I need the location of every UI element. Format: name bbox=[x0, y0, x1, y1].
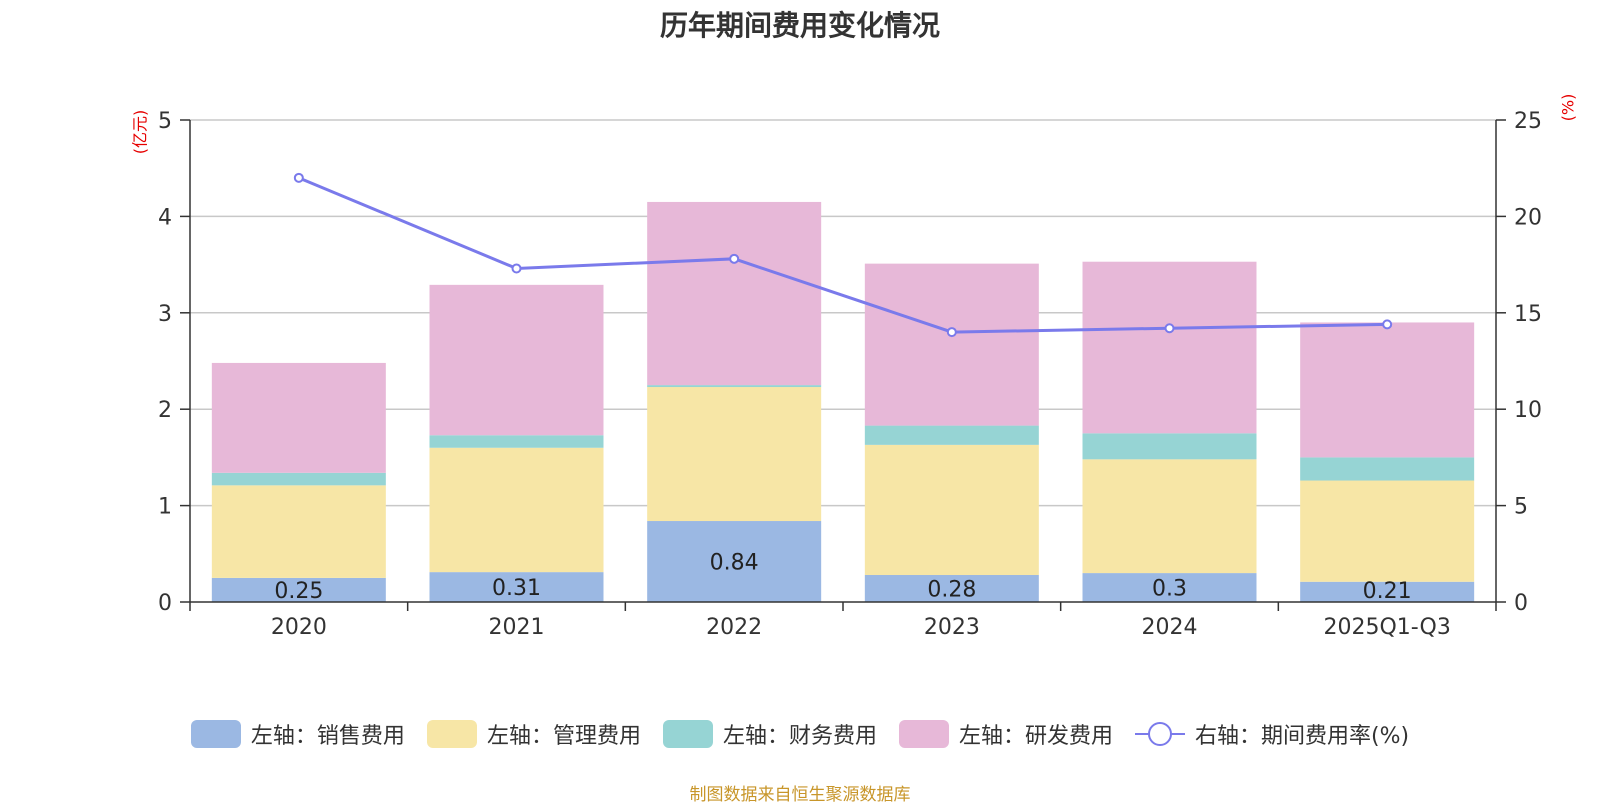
legend: 左轴：销售费用 左轴：管理费用 左轴：财务费用 左轴：研发费用 右轴：期间费用率… bbox=[0, 718, 1600, 750]
bar-segment bbox=[647, 385, 822, 388]
bar-segment bbox=[1082, 261, 1257, 434]
right-axis-unit: (%) bbox=[1558, 93, 1578, 122]
bar-segment bbox=[864, 575, 1039, 602]
chart-title: 历年期间费用变化情况 bbox=[659, 9, 940, 42]
rate-point bbox=[729, 253, 740, 264]
left-axis-unit: (亿元) bbox=[130, 109, 150, 155]
rate-point bbox=[293, 172, 304, 183]
bar-segment bbox=[429, 435, 604, 448]
bar-segment bbox=[647, 521, 822, 602]
right-axis-tick-label: 10 bbox=[1514, 398, 1542, 423]
legend-label-rate: 右轴：期间费用率(%) bbox=[1194, 724, 1410, 749]
bar-segment bbox=[1300, 581, 1475, 602]
bar-segment bbox=[864, 444, 1039, 576]
x-axis-tick-label: 2022 bbox=[706, 615, 762, 640]
legend-swatch-sales bbox=[190, 720, 241, 748]
bar-segment bbox=[429, 447, 604, 573]
rate-line bbox=[298, 176, 1388, 334]
legend-swatch-admin bbox=[426, 720, 477, 748]
left-axis-tick-label: 0 bbox=[158, 591, 172, 616]
rate-point bbox=[1164, 323, 1175, 334]
legend-item-admin[interactable]: 左轴：管理费用 bbox=[426, 718, 641, 750]
bar-segment bbox=[864, 425, 1039, 445]
legend-line-marker-icon bbox=[1134, 722, 1185, 746]
x-axis-tick-label: 2023 bbox=[924, 615, 980, 640]
x-axis-tick-label: 2024 bbox=[1142, 615, 1198, 640]
bar-segment bbox=[647, 201, 822, 386]
x-axis-tick-label: 2021 bbox=[489, 615, 545, 640]
left-axis-tick-label: 4 bbox=[158, 205, 172, 230]
x-axis-tick-label: 2025Q1-Q3 bbox=[1323, 615, 1450, 640]
bar-data-label: 0.21 bbox=[1363, 579, 1412, 604]
legend-swatch-rd bbox=[898, 720, 949, 748]
legend-swatch-finance bbox=[662, 720, 713, 748]
legend-label-admin: 左轴：管理费用 bbox=[486, 724, 641, 749]
bar-segment bbox=[211, 485, 386, 578]
right-axis-tick-label: 0 bbox=[1514, 591, 1528, 616]
legend-item-sales[interactable]: 左轴：销售费用 bbox=[190, 718, 405, 750]
rate-point bbox=[946, 327, 957, 338]
left-axis-tick-label: 2 bbox=[158, 398, 172, 423]
bar-segment bbox=[429, 572, 604, 602]
bar-segment bbox=[1300, 457, 1475, 481]
data-source-note: 制图数据来自恒生聚源数据库 bbox=[689, 785, 911, 805]
bar-segment bbox=[1082, 433, 1257, 460]
right-axis-tick-label: 20 bbox=[1514, 205, 1542, 230]
legend-item-rd[interactable]: 左轴：研发费用 bbox=[898, 718, 1113, 750]
bar-segment bbox=[1300, 480, 1475, 582]
rate-point bbox=[511, 263, 522, 274]
bar-data-label: 0.31 bbox=[492, 576, 541, 601]
left-axis-tick-label: 1 bbox=[158, 495, 172, 520]
bar-segment bbox=[1082, 573, 1257, 602]
legend-item-finance[interactable]: 左轴：财务费用 bbox=[662, 718, 877, 750]
bar-data-label: 0.25 bbox=[274, 579, 323, 604]
left-axis-tick-label: 5 bbox=[158, 109, 172, 134]
bar-segment bbox=[647, 387, 822, 522]
x-axis-tick-label: 2020 bbox=[271, 615, 327, 640]
bar-data-label: 0.28 bbox=[927, 578, 976, 603]
right-axis-tick-label: 15 bbox=[1514, 302, 1542, 327]
bar-segment bbox=[1300, 322, 1475, 458]
left-axis-tick-label: 3 bbox=[158, 302, 172, 327]
legend-label-sales: 左轴：销售费用 bbox=[250, 724, 405, 749]
bar-segment bbox=[211, 362, 386, 473]
right-axis-tick-label: 5 bbox=[1514, 495, 1528, 520]
legend-label-rd: 左轴：研发费用 bbox=[958, 724, 1113, 749]
legend-item-rate[interactable]: 右轴：期间费用率(%) bbox=[1134, 718, 1410, 750]
bar-segment bbox=[864, 263, 1039, 426]
bar-segment bbox=[1082, 459, 1257, 574]
rate-point bbox=[1382, 319, 1393, 330]
bar-segment bbox=[429, 284, 604, 436]
bar-data-label: 0.84 bbox=[710, 551, 759, 576]
right-axis-tick-label: 25 bbox=[1514, 109, 1542, 134]
bar-segment bbox=[211, 577, 386, 602]
legend-label-finance: 左轴：财务费用 bbox=[722, 724, 877, 749]
bar-data-label: 0.3 bbox=[1152, 577, 1187, 602]
bar-segment bbox=[211, 472, 386, 486]
